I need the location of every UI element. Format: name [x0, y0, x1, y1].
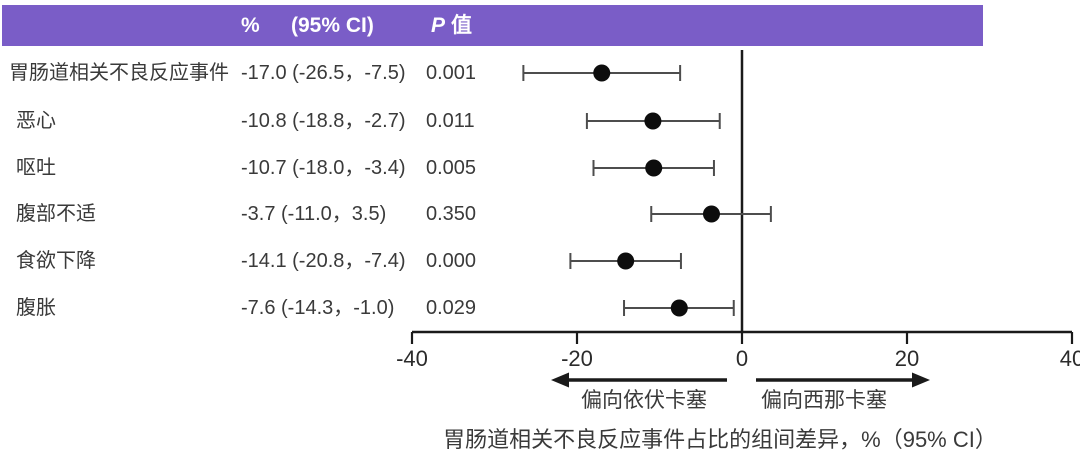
point-estimate-dot: [644, 112, 662, 130]
row-label: 食欲下降: [16, 250, 96, 272]
row-p-value: 0.011: [426, 110, 475, 132]
axis-tick-label: 20: [894, 346, 920, 371]
row-estimate-ci-value: -3.7 (-11.0，3.5): [241, 203, 387, 225]
axis-tick-label: 40: [1059, 346, 1080, 371]
row-label: 呕吐: [16, 157, 56, 179]
point-estimate-dot: [593, 64, 611, 82]
row-p-value: 0.005: [426, 157, 477, 179]
row-label: 腹部不适: [16, 203, 96, 225]
row-estimate-ci-value: -14.1 (-20.8，-7.4): [241, 250, 406, 272]
row-estimate-ci-value: -17.0 (-26.5，-7.5): [241, 62, 406, 84]
row-estimate-ci-value: -10.7 (-18.0，-3.4): [241, 157, 406, 179]
header-p-rest: 值: [451, 14, 473, 37]
favors-left-label: 偏向依伏卡塞: [581, 389, 707, 412]
axis-tick-label: 0: [735, 346, 749, 371]
favors-right-arrow-head: [912, 372, 930, 388]
favors-left-arrow-head: [551, 372, 569, 388]
point-estimate-dot: [670, 299, 688, 317]
point-estimate-dot: [702, 205, 720, 223]
x-axis-caption: 胃肠道相关不良反应事件占比的组间差异，%（95% CI）: [443, 427, 997, 452]
row-estimate-ci-value: -7.6 (-14.3，-1.0): [241, 297, 395, 319]
row-label: 恶心: [16, 110, 56, 132]
favors-right-label: 偏向西那卡塞: [761, 389, 887, 412]
axis-tick-label: -40: [396, 346, 428, 371]
axis-tick-label: -20: [561, 346, 593, 371]
point-estimate-dot: [617, 252, 635, 270]
row-p-value: 0.029: [426, 297, 477, 319]
header-percent-label: %: [241, 14, 260, 37]
row-estimate-ci-value: -10.8 (-18.8，-2.7): [241, 110, 406, 132]
row-label: 腹胀: [16, 297, 56, 319]
row-p-value: 0.000: [426, 250, 477, 272]
header-p-italic: P: [431, 14, 446, 37]
point-estimate-dot: [645, 159, 663, 177]
row-label: 胃肠道相关不良反应事件: [9, 62, 229, 84]
row-p-value: 0.001: [426, 62, 477, 84]
header-ci-label: (95% CI): [291, 14, 374, 37]
row-p-value: 0.350: [426, 203, 477, 225]
